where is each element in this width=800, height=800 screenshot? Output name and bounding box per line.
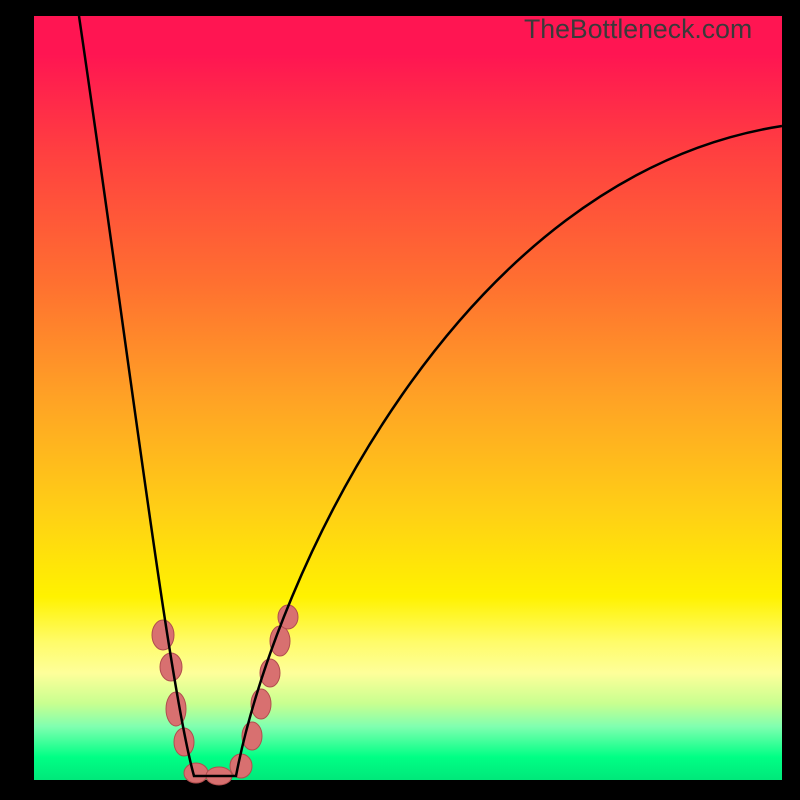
chart-overlay: [0, 0, 800, 800]
curve-marker-group: [152, 605, 298, 785]
bottleneck-curve: [79, 16, 782, 776]
curve-marker: [184, 763, 208, 783]
chart-frame: TheBottleneck.com: [0, 0, 800, 800]
curve-marker: [152, 620, 174, 650]
curve-marker: [270, 626, 290, 656]
